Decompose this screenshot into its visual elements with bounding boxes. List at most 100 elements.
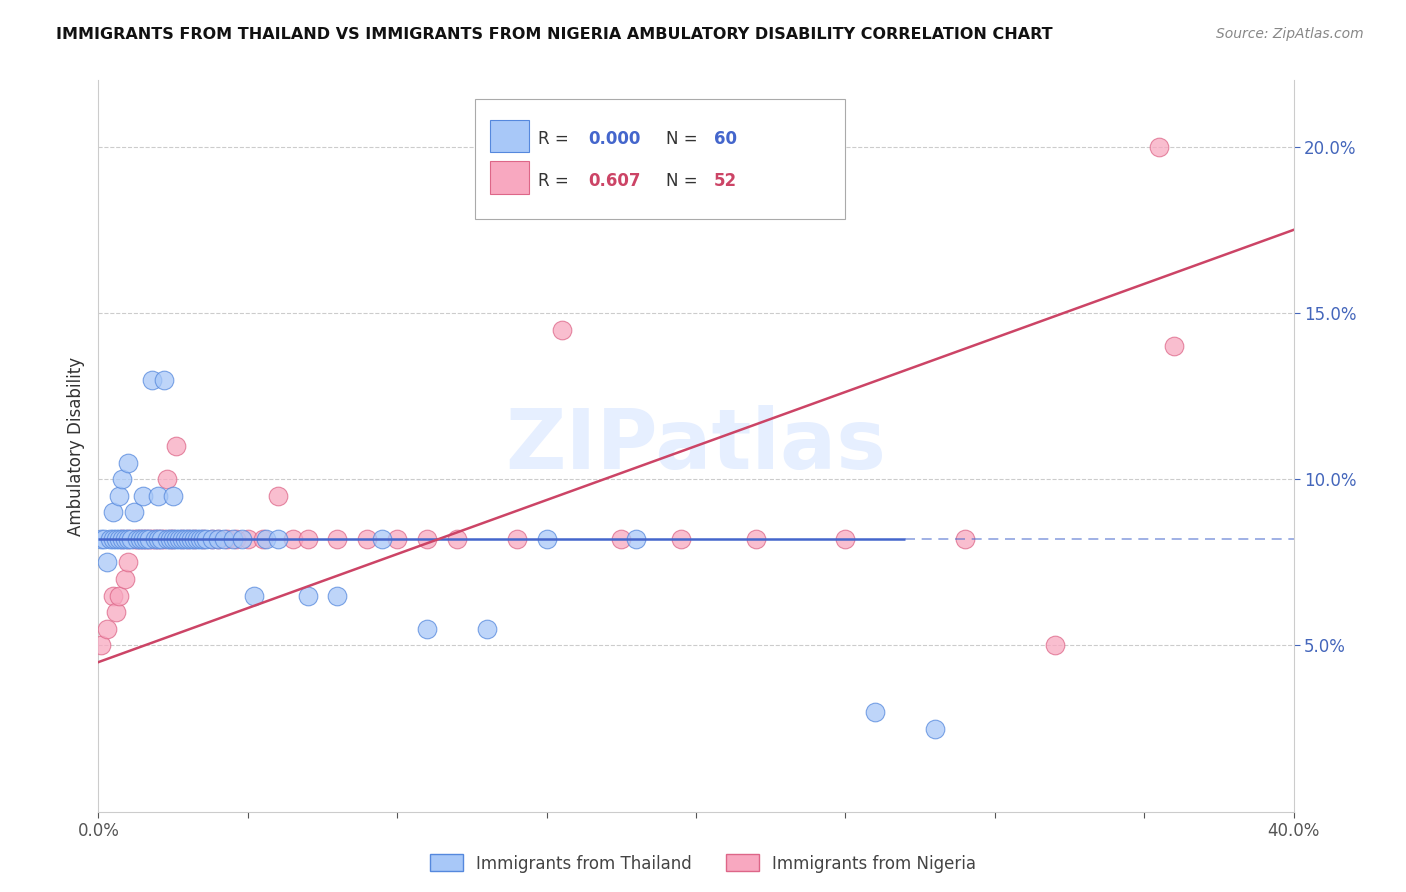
Point <box>745 532 768 546</box>
Text: N =: N = <box>666 171 703 190</box>
Point <box>416 532 439 546</box>
Point <box>132 532 155 546</box>
Point <box>297 532 319 546</box>
Text: R =: R = <box>538 171 574 190</box>
Point <box>132 489 155 503</box>
Point <box>150 532 173 546</box>
Point <box>156 472 179 486</box>
Point <box>188 532 211 546</box>
Point <box>159 532 181 546</box>
Point <box>108 532 131 546</box>
Point <box>111 532 134 546</box>
Point <box>252 532 274 546</box>
Point <box>1043 639 1066 653</box>
Point <box>669 532 692 546</box>
Point <box>236 532 259 546</box>
Point <box>103 589 125 603</box>
Point <box>186 532 208 546</box>
Point <box>93 532 115 546</box>
Point <box>127 532 149 546</box>
Point <box>201 532 224 546</box>
Text: 0.000: 0.000 <box>589 130 641 148</box>
Point <box>162 532 184 546</box>
Point <box>254 532 277 546</box>
Point <box>191 532 214 546</box>
Point <box>267 489 290 503</box>
Point <box>138 532 160 546</box>
Point <box>865 705 887 719</box>
Point <box>148 532 170 546</box>
Point <box>143 532 166 546</box>
Point <box>385 532 409 546</box>
Text: 52: 52 <box>714 171 737 190</box>
Point <box>111 532 134 546</box>
Point <box>135 532 157 546</box>
Text: 60: 60 <box>714 130 737 148</box>
Point <box>550 323 572 337</box>
Point <box>207 532 229 546</box>
Point <box>207 532 229 546</box>
Point <box>103 532 125 546</box>
Point <box>326 589 349 603</box>
Point <box>371 532 394 546</box>
Point <box>135 532 157 546</box>
Point <box>103 506 125 520</box>
Point <box>105 532 128 546</box>
Point <box>153 532 176 546</box>
Point <box>132 532 155 546</box>
Point <box>111 472 134 486</box>
Point <box>117 456 139 470</box>
Legend: Immigrants from Thailand, Immigrants from Nigeria: Immigrants from Thailand, Immigrants fro… <box>423 847 983 880</box>
Point <box>129 532 152 546</box>
Point <box>165 439 187 453</box>
Point <box>222 532 245 546</box>
Point <box>127 532 149 546</box>
Point <box>96 555 118 569</box>
Point <box>356 532 378 546</box>
Point <box>162 532 184 546</box>
Point <box>129 532 152 546</box>
Text: R =: R = <box>538 130 574 148</box>
Point <box>1163 339 1185 353</box>
Point <box>297 589 319 603</box>
Text: Source: ZipAtlas.com: Source: ZipAtlas.com <box>1216 27 1364 41</box>
Text: IMMIGRANTS FROM THAILAND VS IMMIGRANTS FROM NIGERIA AMBULATORY DISABILITY CORREL: IMMIGRANTS FROM THAILAND VS IMMIGRANTS F… <box>56 27 1053 42</box>
Point <box>183 532 205 546</box>
FancyBboxPatch shape <box>491 120 529 152</box>
Point <box>108 489 131 503</box>
Point <box>267 532 290 546</box>
Point <box>626 532 648 546</box>
Point <box>120 532 142 546</box>
Point <box>215 532 238 546</box>
Text: ZIPatlas: ZIPatlas <box>506 406 886 486</box>
Point <box>165 532 187 546</box>
Point <box>138 532 160 546</box>
Point <box>212 532 235 546</box>
Point <box>114 532 136 546</box>
Point <box>143 532 166 546</box>
Point <box>225 532 247 546</box>
Point <box>98 532 122 546</box>
Point <box>114 572 136 586</box>
Point <box>153 372 176 386</box>
Point <box>172 532 194 546</box>
Point <box>326 532 349 546</box>
Point <box>117 532 139 546</box>
Point <box>416 622 439 636</box>
Text: 0.607: 0.607 <box>589 171 641 190</box>
Point <box>231 532 253 546</box>
Point <box>124 532 146 546</box>
Point <box>536 532 558 546</box>
FancyBboxPatch shape <box>491 161 529 194</box>
Point <box>124 506 146 520</box>
Point <box>159 532 181 546</box>
Point <box>96 622 118 636</box>
Point <box>924 722 946 736</box>
Point <box>953 532 976 546</box>
Point <box>610 532 633 546</box>
Point <box>148 532 170 546</box>
Point <box>117 555 139 569</box>
Point <box>201 532 224 546</box>
Point <box>150 532 173 546</box>
Point <box>162 489 184 503</box>
